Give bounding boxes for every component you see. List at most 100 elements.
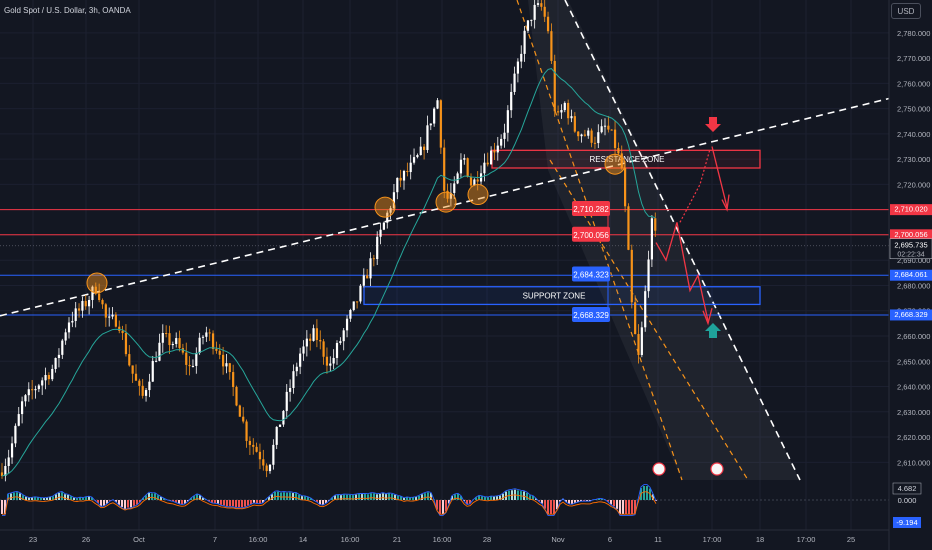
projection-path-drop xyxy=(711,146,728,208)
candle-body xyxy=(607,125,610,130)
oscillator-bar xyxy=(487,497,489,500)
candle-body xyxy=(567,102,570,119)
oscillator-bar xyxy=(475,497,477,500)
oscillator-bar xyxy=(496,496,498,500)
price-tick: 2,740.000 xyxy=(897,130,930,139)
oscillator-bar xyxy=(529,495,531,500)
oscillator-bar xyxy=(97,500,99,503)
candle-body xyxy=(57,354,61,359)
candle-body xyxy=(520,53,523,62)
oscillator-bar xyxy=(136,500,138,505)
oscillator-bar xyxy=(376,494,378,500)
candle-body xyxy=(101,300,104,305)
oscillator-bar xyxy=(547,500,549,514)
oscillator-bar xyxy=(190,498,192,500)
oscillator-bar xyxy=(355,494,357,500)
oscillator-bar xyxy=(583,500,585,502)
candle-body xyxy=(382,222,385,230)
candle-body xyxy=(17,414,20,426)
candle-body xyxy=(178,338,181,349)
level-tag-text: 2,695.735 xyxy=(894,241,927,250)
candle-body xyxy=(222,354,225,367)
candle-body xyxy=(201,336,205,338)
oscillator-bar xyxy=(367,494,369,500)
annotation-tag xyxy=(572,200,610,216)
candle-body xyxy=(84,300,87,307)
oscillator-bar xyxy=(262,500,264,503)
oscillator-bar xyxy=(607,500,609,502)
candle-body xyxy=(412,157,416,163)
candle-body xyxy=(583,134,586,136)
oscillator-bar xyxy=(349,494,351,500)
event-flag-icon xyxy=(652,462,666,476)
candle-body xyxy=(141,385,144,396)
candle-body xyxy=(530,19,533,21)
oscillator-bar xyxy=(559,500,561,502)
candle-body xyxy=(165,333,168,335)
oscillator-bar xyxy=(199,495,201,500)
oscillator-bar xyxy=(481,496,483,500)
currency-button[interactable]: USD xyxy=(891,3,921,19)
oscillator-bar xyxy=(652,494,654,500)
candle-body xyxy=(376,236,379,260)
oscillator-bar xyxy=(610,500,612,505)
oscillator-bar xyxy=(250,500,252,504)
oscillator-bar xyxy=(193,496,195,500)
price-tick: 2,780.000 xyxy=(897,29,930,38)
oscillator-bar xyxy=(40,497,42,500)
oscillator-bar xyxy=(178,500,180,504)
oscillator-bar xyxy=(217,500,219,504)
candle-body xyxy=(610,129,613,131)
candle-body xyxy=(245,421,248,441)
touch-circle xyxy=(604,153,626,175)
candle-body xyxy=(593,142,597,144)
oscillator-bar xyxy=(544,500,546,509)
horizontal-levels xyxy=(0,209,889,316)
candle-body xyxy=(516,61,519,74)
oscillator-bar xyxy=(238,500,240,508)
oscillator-bar xyxy=(28,497,30,500)
candle-body xyxy=(335,342,339,358)
candle-body xyxy=(21,401,24,415)
candle-body xyxy=(31,389,34,391)
oscillator-bar xyxy=(283,492,285,500)
price-tick: 2,730.000 xyxy=(897,155,930,164)
annotation-text: 2,710.282 xyxy=(573,205,609,214)
candle-body xyxy=(490,150,493,165)
price-annotations: 2,710.282 2,700.056 2,684.323 2,668.329 xyxy=(572,200,610,322)
candle-body xyxy=(108,316,111,318)
oscillator-bar xyxy=(145,495,147,500)
oscillator-bar xyxy=(157,495,159,500)
candle-body xyxy=(617,148,620,154)
oscillator-bar xyxy=(613,500,615,507)
oscillator-bar xyxy=(478,495,480,500)
oscillator-bar xyxy=(79,497,81,500)
price-tick: 2,690.000 xyxy=(897,256,930,265)
oscillator-bar xyxy=(55,494,57,500)
oscillator-bar xyxy=(490,496,492,500)
candle-body xyxy=(268,464,272,472)
time-tick: 17:00 xyxy=(797,535,816,544)
oscillator-bar xyxy=(373,493,375,500)
candle-body xyxy=(7,457,10,466)
candle-body xyxy=(272,444,275,465)
oscillator-bar xyxy=(214,500,216,503)
candle-body xyxy=(128,354,131,366)
candle-body xyxy=(647,259,650,292)
oscillator-bar xyxy=(577,500,579,502)
time-tick: 23 xyxy=(29,535,37,544)
candle-body xyxy=(188,364,191,367)
oscillator-bar xyxy=(70,496,72,500)
oscillator-bar xyxy=(436,500,438,510)
candle-body xyxy=(91,286,94,301)
level-tag xyxy=(889,238,932,260)
oscillator-tag xyxy=(893,517,921,528)
oscillator-bar xyxy=(184,500,186,504)
time-tick: 16:00 xyxy=(433,535,452,544)
macd-oscillator xyxy=(0,484,889,516)
candle-body xyxy=(356,301,359,303)
touch-circle xyxy=(86,272,108,294)
oscillator-bar xyxy=(382,493,384,500)
candle-body xyxy=(74,308,77,321)
